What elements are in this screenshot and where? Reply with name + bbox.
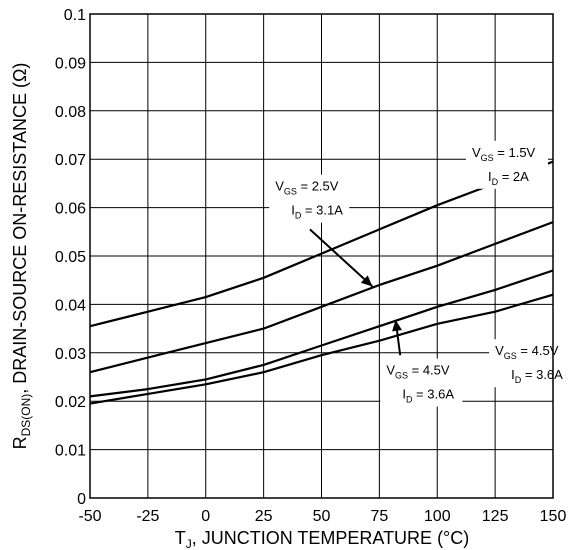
annotation-line: ID = 3.6A (402, 387, 454, 405)
x-tick-label: 150 (540, 508, 567, 525)
x-tick-label: 125 (482, 508, 509, 525)
x-tick-label: 25 (255, 508, 273, 525)
x-tick-label: -50 (78, 508, 101, 525)
annotation-box (269, 174, 350, 223)
y-tick-label: 0.01 (55, 443, 86, 460)
arrow-head (360, 275, 373, 287)
annotation-line: VGS = 1.5V (472, 145, 536, 163)
y-tick-label: 0.05 (55, 249, 86, 266)
y-tick-label: 0.07 (55, 152, 86, 169)
annotation-line: ID = 2A (488, 169, 529, 187)
y-tick-label: 0 (77, 491, 86, 508)
x-tick-label: 100 (424, 508, 451, 525)
x-tick-label: -25 (136, 508, 159, 525)
series-lines (89, 160, 554, 405)
tick-labels: -50 -25 0 25 50 75 100 125 150 0 0.01 0.02 0.03 0.04 0… (55, 7, 567, 525)
arrow-shaft (309, 228, 374, 288)
series-line-2 (89, 221, 554, 374)
y-tick-label: 0.02 (55, 394, 86, 411)
plot-frame (89, 13, 554, 499)
annotation-box (489, 339, 572, 388)
grid (89, 13, 554, 499)
y-tick-label: 0.04 (55, 297, 86, 314)
axis-labels: TJ, JUNCTION TEMPERATURE (°C) RDS(ON), DR… (10, 63, 469, 550)
annotation-line: VGS = 4.5V (386, 363, 450, 381)
annotation-line: VGS = 4.5V (495, 343, 559, 361)
series-line-4 (89, 293, 554, 405)
y-axis-label: RDS(ON), DRAIN-SOURCE ON-RESISTANCE (Ω) (10, 63, 33, 450)
series-line-3 (89, 269, 554, 398)
x-tick-label: 75 (370, 508, 388, 525)
y-tick-label: 0.06 (55, 201, 86, 218)
arrow-head (392, 319, 402, 332)
annotations: VGS = 1.5V ID = 2A VGS = 2.5V ID = 3.1A VGS … (269, 140, 572, 407)
annotation-line: VGS = 2.5V (275, 179, 339, 197)
y-tick-label: 0.1 (64, 7, 86, 24)
y-tick-label: 0.09 (55, 55, 86, 72)
y-tick-label: 0.08 (55, 104, 86, 121)
annotation-box (380, 358, 463, 407)
x-axis-label: TJ, JUNCTION TEMPERATURE (°C) (175, 528, 470, 550)
series-line-1 (89, 160, 554, 328)
annotation-box (465, 140, 548, 189)
x-tick-label: 0 (201, 508, 210, 525)
x-tick-label: 50 (313, 508, 331, 525)
y-tick-label: 0.03 (55, 346, 86, 363)
annotation-arrows (309, 228, 402, 356)
annotation-line: ID = 3.1A (291, 203, 343, 221)
